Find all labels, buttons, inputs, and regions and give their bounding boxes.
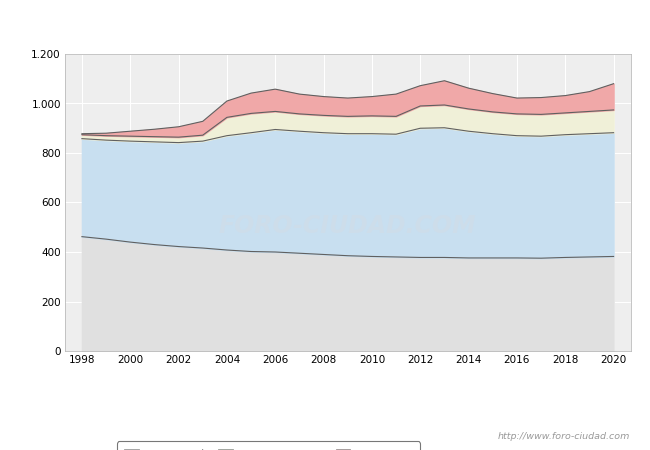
Text: Mendigorría - Evolucion habitantes segun lugar de nacimiento: Mendigorría - Evolucion habitantes segun… <box>117 10 533 22</box>
Legend: Mendigorría, Navarra, Navarra, Resto de España, Extranjero: Mendigorría, Navarra, Navarra, Resto de … <box>117 441 420 450</box>
Text: FORO-CIUDAD.COM: FORO-CIUDAD.COM <box>219 214 476 238</box>
Text: http://www.foro-ciudad.com: http://www.foro-ciudad.com <box>498 432 630 441</box>
